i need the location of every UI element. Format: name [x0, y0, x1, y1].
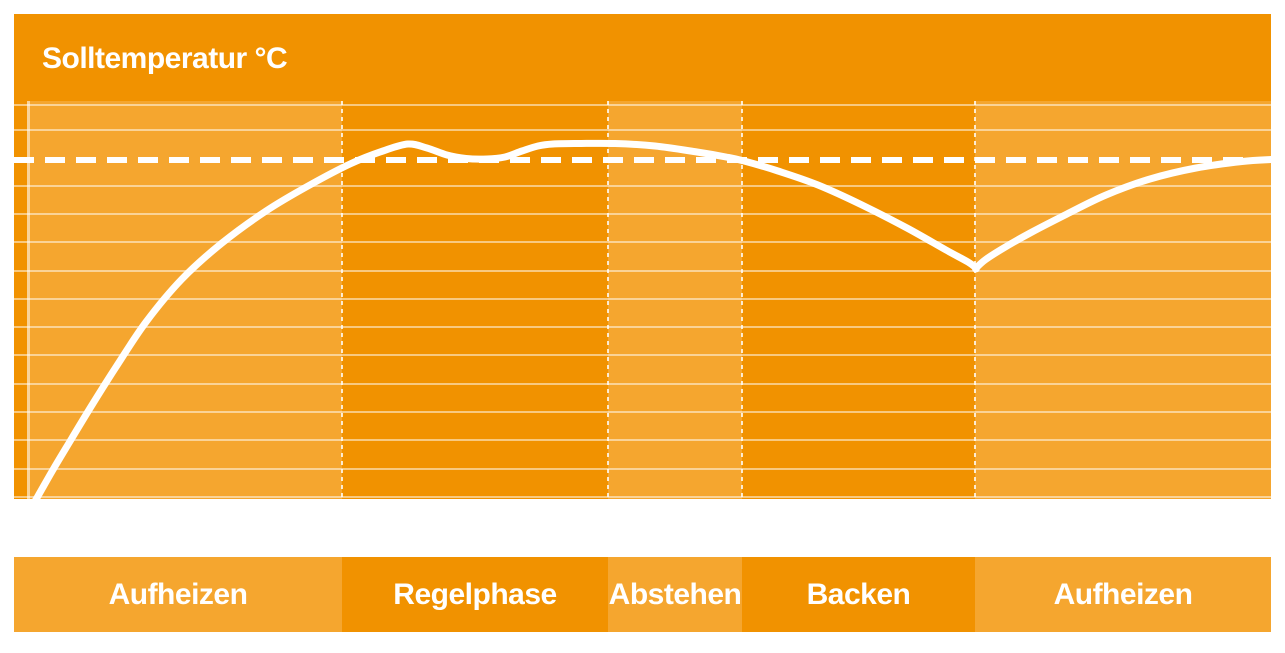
- phase-label: Aufheizen: [108, 577, 248, 611]
- gridline: [14, 383, 1271, 385]
- gridline: [14, 411, 1271, 413]
- phase-label: Aufheizen: [1053, 577, 1193, 611]
- phase-boundary-dotted-line: [607, 101, 609, 499]
- gridline: [14, 185, 1271, 187]
- gridline: [14, 468, 1271, 470]
- gridline: [14, 354, 1271, 356]
- phase-boundary-dotted-line: [341, 101, 343, 499]
- gridline: [14, 241, 1271, 243]
- gridline: [14, 439, 1271, 441]
- phase-label: Abstehen: [608, 577, 742, 611]
- phase-segment-abstehen: Abstehen: [608, 557, 742, 632]
- phase-boundary-dotted-line: [974, 101, 976, 499]
- gridline: [14, 129, 1271, 131]
- temperature-curve: [32, 139, 1271, 499]
- gridline: [14, 496, 1271, 498]
- phase-boundary-dotted-line: [741, 101, 743, 499]
- phase-band: [30, 101, 342, 499]
- phase-bar: Aufheizen Regelphase Abstehen Backen Aufheiz…: [14, 557, 1271, 632]
- gridline: [14, 213, 1271, 215]
- gridline: [14, 298, 1271, 300]
- phase-label: Backen: [806, 577, 911, 611]
- phase-band: [608, 101, 742, 499]
- phase-segment-aufheizen: Aufheizen: [975, 557, 1271, 632]
- gridline: [14, 270, 1271, 272]
- chart-title: Solltemperatur °C: [42, 42, 288, 75]
- phase-segment-aufheizen: Aufheizen: [14, 557, 342, 632]
- phase-segment-backen: Backen: [742, 557, 975, 632]
- gridline: [14, 104, 1271, 106]
- temperature-curve-svg: [14, 139, 1271, 499]
- temperature-chart: Solltemperatur °C: [14, 14, 1271, 499]
- phase-segment-regelphase: Regelphase: [342, 557, 608, 632]
- phase-label: Regelphase: [393, 577, 557, 611]
- axis-line: [27, 101, 30, 499]
- gridline: [14, 326, 1271, 328]
